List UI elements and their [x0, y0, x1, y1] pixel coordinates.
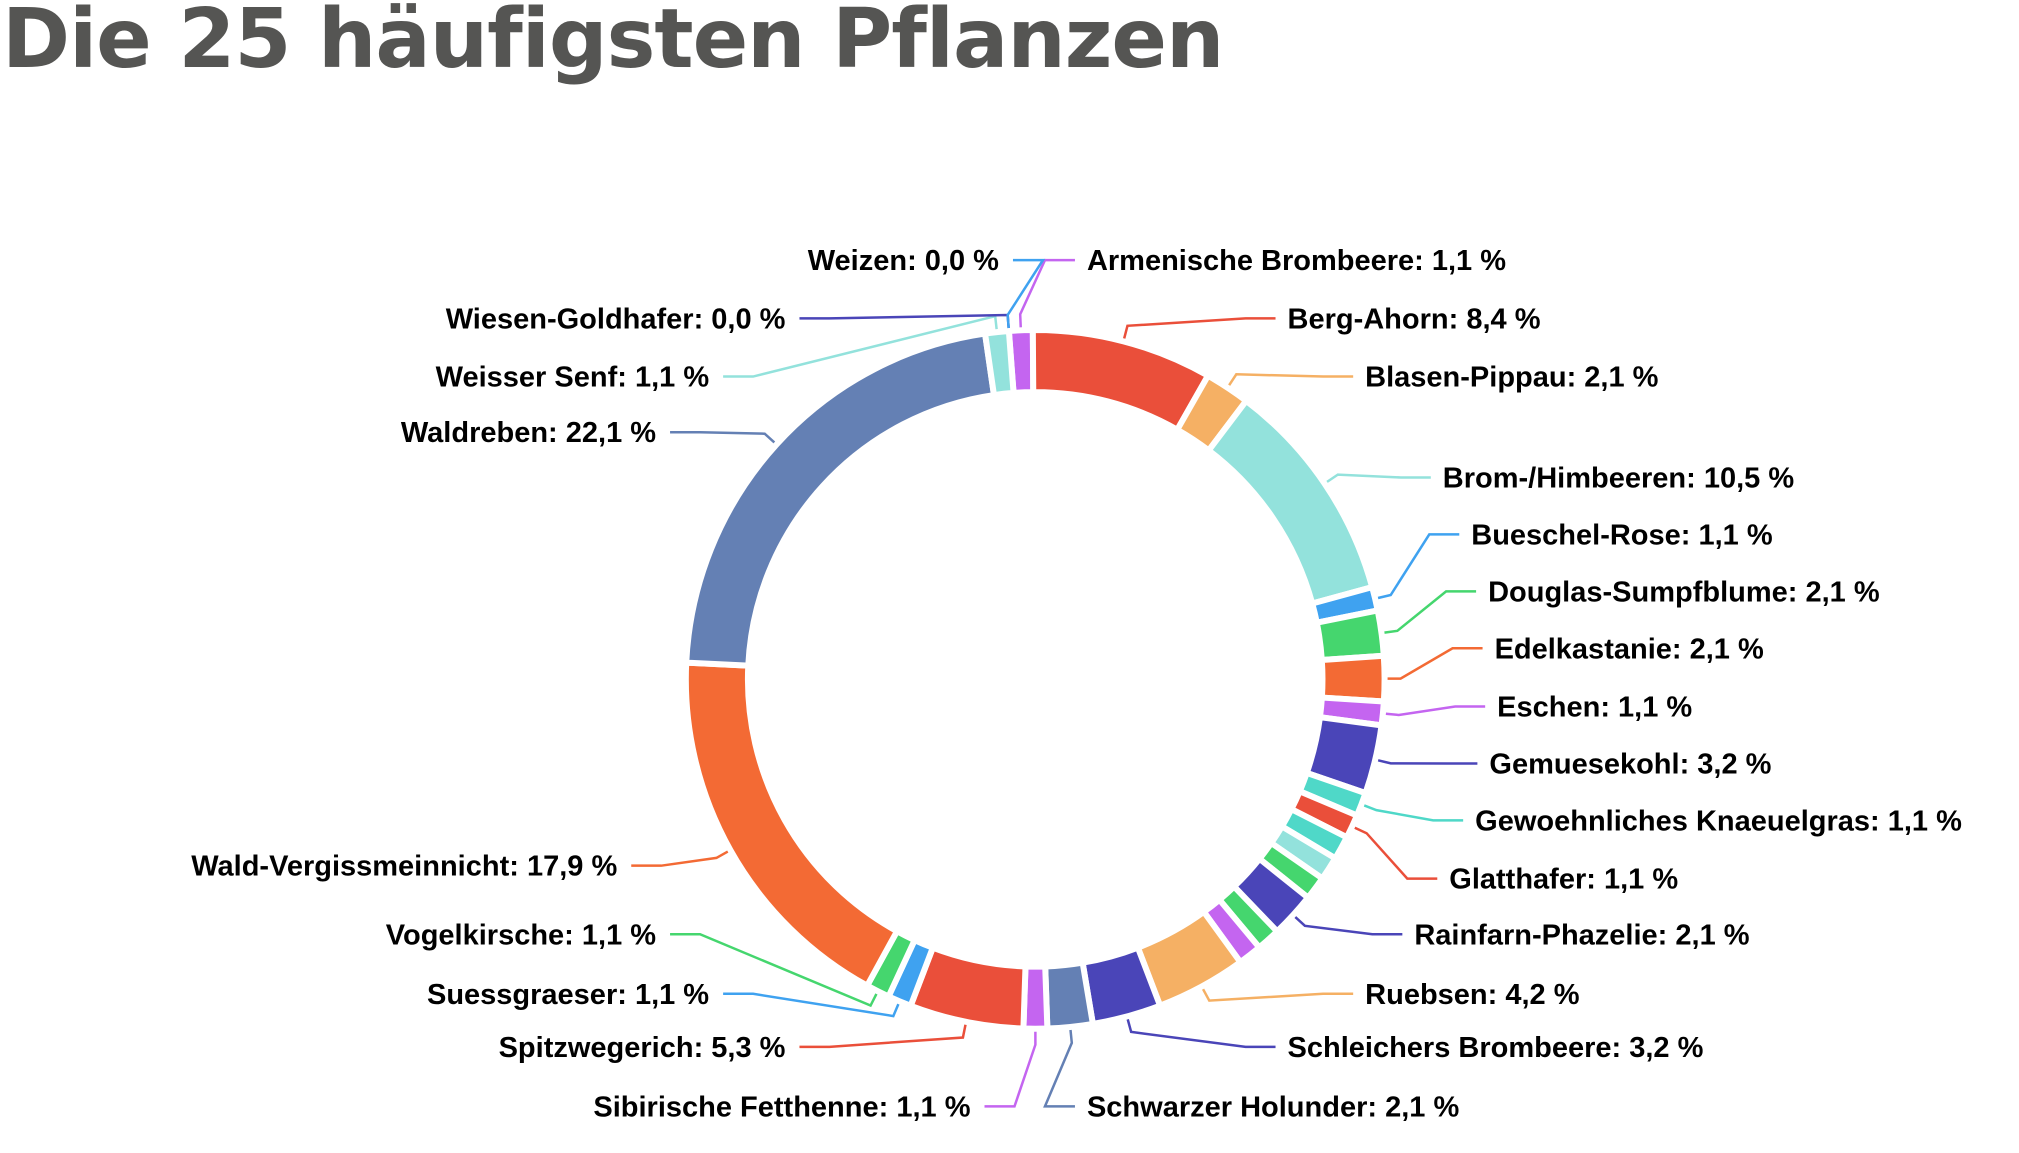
data-label: Weisser Senf: 1,1 % — [436, 362, 710, 394]
data-label: Schleichers Brombeere: 3,2 % — [1288, 1032, 1704, 1064]
data-label: Waldreben: 22,1 % — [401, 417, 656, 449]
data-label: Brom-/Himbeeren: 10,5 % — [1443, 462, 1795, 494]
leader-line — [1294, 916, 1403, 936]
leader-line — [1385, 705, 1486, 717]
data-label: Vogelkirsche: 1,1 % — [386, 919, 656, 951]
leader-line — [1043, 1029, 1075, 1108]
data-label: Douglas-Sumpfblume: 2,1 % — [1488, 576, 1880, 608]
data-label: Bueschel-Rose: 1,1 % — [1471, 519, 1773, 551]
data-label: Rainfarn-Phazelie: 2,1 % — [1414, 919, 1749, 951]
data-label: Gewoehnliches Knaeuelgras: 1,1 % — [1475, 805, 1962, 837]
data-label: Weizen: 0,0 % — [808, 245, 999, 277]
leader-line — [1006, 258, 1046, 329]
data-label: Edelkastanie: 2,1 % — [1495, 633, 1764, 665]
leader-line — [1384, 590, 1477, 634]
data-label: Suessgraeser: 1,1 % — [427, 979, 709, 1011]
leader-line — [1228, 373, 1354, 386]
slice-waldreben[interactable] — [683, 330, 997, 669]
slice-douglas-sumpfblume[interactable] — [1313, 607, 1387, 663]
data-label: Glatthafer: 1,1 % — [1449, 864, 1678, 896]
leader-line — [984, 1031, 1037, 1108]
data-label: Sibirische Fetthenne: 1,1 % — [593, 1091, 970, 1123]
slice-berg-ahorn[interactable] — [1029, 326, 1211, 433]
data-label: Wiesen-Goldhafer: 0,0 % — [446, 303, 786, 335]
leader-line — [1126, 1019, 1276, 1049]
leader-line — [1377, 533, 1460, 600]
data-label: Gemuesekohl: 3,2 % — [1489, 748, 1771, 780]
data-label: Berg-Ahorn: 8,4 % — [1288, 303, 1541, 335]
leader-line — [631, 850, 729, 867]
leader-line — [1354, 826, 1438, 880]
leader-line — [1377, 759, 1478, 765]
leader-line — [799, 1024, 967, 1049]
data-label: Spitzwegerich: 5,3 % — [499, 1032, 786, 1064]
slice-weisser-senf[interactable] — [982, 327, 1017, 399]
leader-line — [1122, 317, 1276, 339]
slice-wald-vergissmeinnicht[interactable] — [682, 659, 901, 989]
leader-line — [670, 430, 776, 444]
slice-brom-himbeeren[interactable] — [1205, 397, 1376, 607]
leader-line — [1201, 988, 1354, 1002]
data-label: Armenische Brombeere: 1,1 % — [1087, 245, 1506, 277]
leader-line — [1363, 804, 1464, 822]
data-label: Wald-Vergissmeinnicht: 17,9 % — [191, 851, 617, 883]
slice-schwarzer-holunder[interactable] — [1042, 959, 1096, 1032]
data-label: Ruebsen: 4,2 % — [1365, 979, 1580, 1011]
data-label: Eschen: 1,1 % — [1497, 692, 1692, 724]
slice-edelkastanie[interactable] — [1318, 652, 1388, 705]
leader-line — [670, 933, 878, 1008]
leader-line — [723, 314, 998, 378]
leader-line — [1018, 258, 1075, 328]
leader-line — [1326, 473, 1431, 483]
data-label: Blasen-Pippau: 2,1 % — [1365, 362, 1659, 394]
chart-title: Die 25 häufigsten Pflanzen — [2, 0, 1224, 87]
data-label: Schwarzer Holunder: 2,1 % — [1087, 1091, 1459, 1123]
leader-line — [1387, 647, 1483, 680]
leader-line — [723, 992, 900, 1018]
